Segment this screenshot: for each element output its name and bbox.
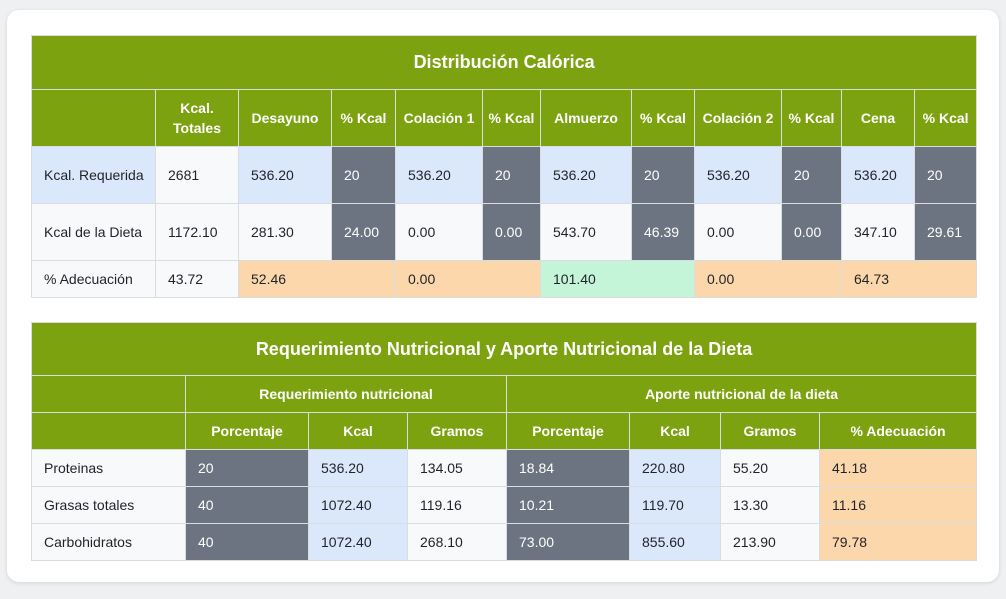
cell: 13.30	[720, 486, 820, 524]
cell: 119.16	[407, 486, 507, 524]
cell: 11.16	[818, 486, 978, 524]
cell: 2681	[155, 146, 239, 204]
cell: 0.00	[694, 203, 782, 261]
nutritional-requirement-table: Requerimiento Nutricional y Aporte Nutri…	[30, 322, 978, 561]
cell: 536.20	[694, 146, 782, 204]
cell: 46.39	[631, 203, 695, 261]
cell: 79.78	[818, 523, 978, 561]
cell: 18.84	[506, 449, 630, 487]
row-label: Grasas totales	[31, 486, 186, 524]
cell: 536.20	[238, 146, 332, 204]
cell: 0.00	[694, 260, 842, 298]
cell: 20	[185, 449, 309, 487]
cell: 536.20	[841, 146, 915, 204]
cell: 1072.40	[308, 486, 408, 524]
caloric-distribution-table: Distribución Calórica Kcal. Totales Desa…	[30, 35, 978, 298]
table-row: Proteinas 20 536.20 134.05 18.84 220.80 …	[31, 449, 978, 487]
row-label: Kcal. Requerida	[31, 146, 156, 204]
table-title: Distribución Calórica	[30, 35, 978, 90]
row-label: Carbohidratos	[31, 523, 186, 561]
corner-header	[31, 412, 186, 450]
cell: 119.70	[629, 486, 721, 524]
cell: 20	[913, 146, 978, 204]
col-header: Colación 1	[395, 89, 483, 147]
col-header: Desayuno	[238, 89, 332, 147]
cell: 64.73	[840, 260, 978, 298]
cell: 1172.10	[155, 203, 239, 261]
col-header: Porcentaje	[185, 412, 309, 450]
cell: 55.20	[720, 449, 820, 487]
cell: 41.18	[818, 449, 978, 487]
cell: 10.21	[506, 486, 630, 524]
row-label: Proteinas	[31, 449, 186, 487]
corner-header	[31, 89, 156, 147]
cell: 40	[185, 486, 309, 524]
cell: 268.10	[407, 523, 507, 561]
cell: 543.70	[540, 203, 632, 261]
col-header: % Kcal	[913, 89, 978, 147]
cell: 1072.40	[308, 523, 408, 561]
col-header: % Kcal	[482, 89, 541, 147]
cell: 213.90	[720, 523, 820, 561]
cell: 0.00	[395, 260, 541, 298]
row-label: Kcal de la Dieta	[31, 203, 156, 261]
cell: 20	[781, 146, 842, 204]
cell: 73.00	[506, 523, 630, 561]
table-row: Carbohidratos 40 1072.40 268.10 73.00 85…	[31, 523, 978, 561]
col-header: Kcal	[629, 412, 721, 450]
cell: 0.00	[781, 203, 842, 261]
cell: 24.00	[331, 203, 396, 261]
group-header-requirement: Requerimiento nutricional	[185, 375, 507, 413]
table-row: Kcal. Requerida 2681 536.20 20 536.20 20…	[31, 146, 978, 204]
table-row: Grasas totales 40 1072.40 119.16 10.21 1…	[31, 486, 978, 524]
cell: 281.30	[238, 203, 332, 261]
cell: 855.60	[629, 523, 721, 561]
cell: 52.46	[238, 260, 396, 298]
col-header: Gramos	[407, 412, 507, 450]
cell: 29.61	[913, 203, 978, 261]
col-header: Porcentaje	[506, 412, 630, 450]
col-header: % Kcal	[781, 89, 842, 147]
cell: 220.80	[629, 449, 721, 487]
cell: 20	[482, 146, 541, 204]
group-header-contribution: Aporte nutricional de la dieta	[505, 375, 978, 413]
cell: 134.05	[407, 449, 507, 487]
col-header: Almuerzo	[540, 89, 632, 147]
table-row: Kcal de la Dieta 1172.10 281.30 24.00 0.…	[31, 203, 978, 261]
table-row: % Adecuación 43.72 52.46 0.00 101.40 0.0…	[31, 260, 978, 298]
cell: 536.20	[308, 449, 408, 487]
col-header: % Adecuación	[818, 412, 978, 450]
col-header: Kcal	[308, 412, 408, 450]
cell: 20	[331, 146, 396, 204]
col-header: Cena	[841, 89, 915, 147]
col-header: % Kcal	[631, 89, 695, 147]
col-header: Kcal. Totales	[155, 89, 239, 147]
cell: 347.10	[841, 203, 915, 261]
col-header: Gramos	[720, 412, 820, 450]
cell: 0.00	[482, 203, 541, 261]
cell: 101.40	[540, 260, 695, 298]
cell: 20	[631, 146, 695, 204]
table-title: Requerimiento Nutricional y Aporte Nutri…	[30, 322, 978, 376]
row-label: % Adecuación	[31, 260, 156, 298]
cell: 40	[185, 523, 309, 561]
cell: 536.20	[395, 146, 483, 204]
col-header: % Kcal	[331, 89, 396, 147]
cell: 0.00	[395, 203, 483, 261]
corner-header	[31, 375, 186, 413]
cell: 43.72	[155, 260, 239, 298]
cell: 536.20	[540, 146, 632, 204]
col-header: Colación 2	[694, 89, 782, 147]
